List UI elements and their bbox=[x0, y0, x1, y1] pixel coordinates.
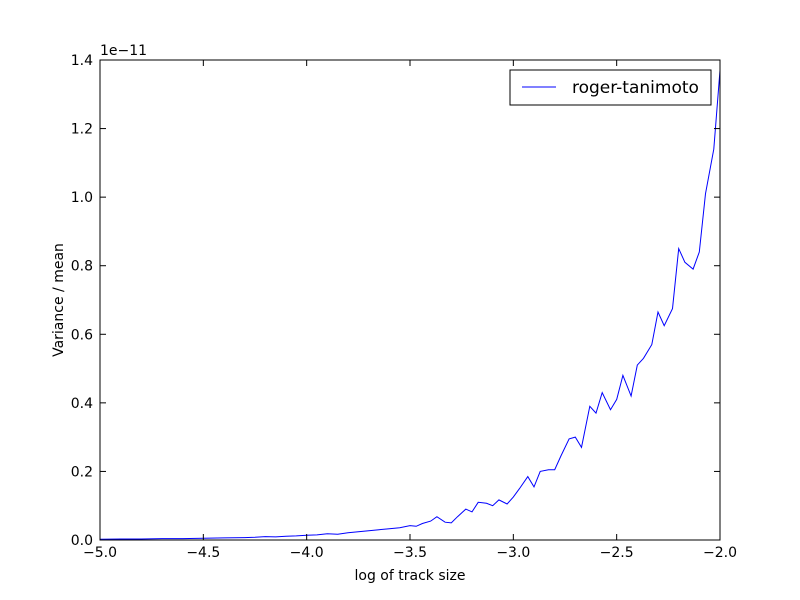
y-tick-label: 0.0 bbox=[71, 533, 93, 549]
x-tick-label: −4.5 bbox=[186, 545, 220, 561]
series-line-0 bbox=[99, 70, 721, 540]
x-tick-label: −2.5 bbox=[600, 545, 634, 561]
x-tick-label: −3.5 bbox=[393, 545, 427, 561]
x-tick-label: −2.0 bbox=[703, 545, 737, 561]
x-tick-label: −5.0 bbox=[83, 545, 117, 561]
y-axis-label: Variance / mean bbox=[51, 243, 67, 357]
y-tick-label: 0.6 bbox=[71, 327, 93, 343]
y-offset-label: 1e−11 bbox=[100, 43, 147, 59]
plot-area bbox=[100, 60, 720, 540]
x-tick-label: −4.0 bbox=[290, 545, 324, 561]
y-ticks: 0.0 0.2 0.4 0.6 0.8 1.0 1.2 1.4 bbox=[71, 53, 720, 549]
legend: roger-tanimoto bbox=[509, 69, 712, 106]
legend-label: roger-tanimoto bbox=[572, 78, 699, 98]
y-tick-label: 0.8 bbox=[71, 259, 93, 275]
y-tick-label: 1.0 bbox=[71, 190, 93, 206]
y-tick-label: 0.2 bbox=[71, 464, 93, 480]
x-ticks: −5.0 −4.5 −4.0 −3.5 −3.0 −2.5 −2.0 bbox=[83, 60, 737, 561]
y-tick-label: 0.4 bbox=[71, 396, 93, 412]
series-group bbox=[99, 70, 721, 540]
y-tick-label: 1.2 bbox=[71, 122, 93, 138]
x-axis-label: log of track size bbox=[355, 568, 466, 584]
x-tick-label: −3.0 bbox=[496, 545, 530, 561]
y-tick-label: 1.4 bbox=[71, 53, 93, 69]
